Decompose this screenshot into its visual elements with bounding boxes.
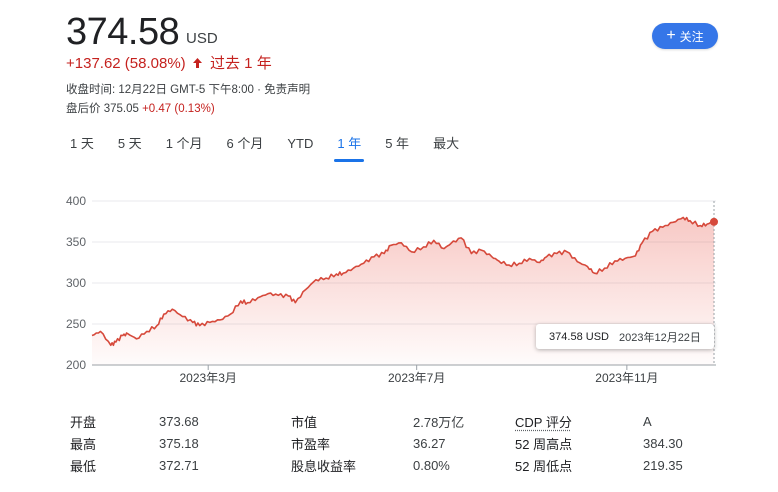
tab-5d[interactable]: 5 天: [117, 136, 142, 151]
stat-low-value: 372.71: [159, 457, 199, 473]
x-tick-label: 2023年3月: [180, 371, 237, 385]
after-hours: 盘后价 375.05 +0.47 (0.13%): [66, 101, 215, 117]
tab-ytd[interactable]: YTD: [287, 136, 314, 151]
tab-6m[interactable]: 6 个月: [226, 136, 264, 151]
cdp-link[interactable]: CDP 评分: [515, 414, 572, 430]
currency-label: USD: [186, 30, 218, 47]
current-price: 374.58: [66, 11, 180, 53]
stat-52w-high-label: 52 周高点: [515, 436, 573, 452]
stats-row: 开盘 373.68 市值 2.78万亿 CDP 评分 A: [70, 410, 720, 432]
after-hours-price: 375.05: [103, 103, 139, 115]
stat-high-value: 375.18: [159, 435, 199, 451]
stat-cdp-label[interactable]: CDP 评分: [515, 412, 643, 431]
range-tabs: 1 天 5 天 1 个月 6 个月 YTD 1 年 5 年 最大: [58, 131, 471, 162]
close-info: 收盘时间: 12月22日 GMT-5 下午8:00 · 免责声明: [66, 84, 311, 96]
stats-row: 最高 375.18 市盈率 36.27 52 周高点 384.30: [70, 432, 720, 454]
change-period: 过去 1 年: [210, 55, 272, 72]
x-tick-label: 2023年7月: [388, 371, 445, 385]
stat-open-label: 开盘: [70, 414, 97, 430]
tab-1m[interactable]: 1 个月: [165, 136, 203, 151]
stat-dividend-label: 股息收益率: [291, 458, 357, 474]
stat-cdp-value: A: [643, 413, 652, 429]
arrow-up-icon: [192, 54, 204, 74]
stat-pe-value: 36.27: [413, 435, 446, 451]
stat-52w-high-value: 384.30: [643, 435, 683, 451]
chart-tooltip: 374.58 USD 2023年12月22日: [536, 324, 714, 349]
y-tick-label: 300: [66, 276, 86, 290]
tab-5y[interactable]: 5 年: [385, 136, 410, 151]
x-tick-label: 2023年11月: [595, 371, 658, 385]
price-chart[interactable]: 200 250 300 350 400 2023年3月 2023年7月 2023年11月: [0, 180, 778, 390]
tab-1d[interactable]: 1 天: [70, 136, 94, 151]
plus-icon: +: [666, 26, 676, 44]
last-price-point: [710, 217, 718, 226]
after-hours-change: +0.47 (0.13%): [142, 103, 215, 115]
after-hours-label: 盘后价: [66, 103, 101, 115]
stat-market-cap-value: 2.78万亿: [413, 414, 465, 430]
stat-open-value: 373.68: [159, 413, 199, 429]
stat-pe-label: 市盈率: [291, 436, 331, 452]
y-tick-label: 200: [66, 358, 86, 372]
stat-52w-low-label: 52 周低点: [515, 458, 573, 474]
tooltip-price: 374.58 USD: [549, 330, 609, 343]
price-line: [91, 216, 715, 347]
tooltip-date: 2023年12月22日: [618, 331, 701, 344]
tab-1y[interactable]: 1 年: [325, 131, 373, 162]
price-change: +137.62 (58.08%) 过去 1 年: [66, 54, 272, 74]
y-tick-label: 250: [66, 317, 86, 331]
y-tick-label: 400: [66, 194, 86, 208]
stats-table: 开盘 373.68 市值 2.78万亿 CDP 评分 A 最高 375.18 市…: [70, 410, 720, 476]
stat-52w-low-value: 219.35: [643, 457, 683, 473]
y-tick-label: 350: [66, 235, 86, 249]
follow-button[interactable]: + 关注: [652, 23, 718, 49]
stat-market-cap-label: 市值: [291, 414, 318, 430]
stat-low-label: 最低: [70, 458, 97, 474]
stats-row: 最低 372.71 股息收益率 0.80% 52 周低点 219.35: [70, 454, 720, 476]
stat-high-label: 最高: [70, 436, 97, 452]
tab-max[interactable]: 最大: [433, 136, 460, 151]
stat-dividend-value: 0.80%: [413, 457, 450, 473]
follow-label: 关注: [679, 29, 704, 44]
change-value: +137.62 (58.08%): [66, 55, 186, 72]
